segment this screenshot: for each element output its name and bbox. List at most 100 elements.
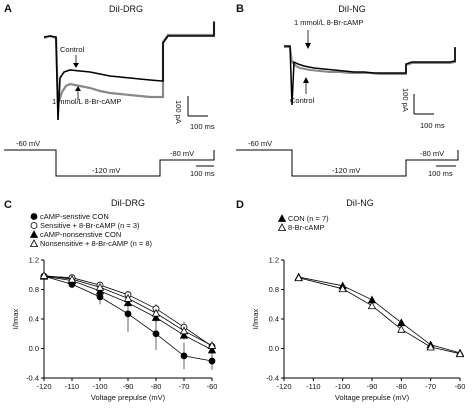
- legend-label: 8-Br-cAMP: [288, 223, 325, 232]
- legend-marker: [29, 239, 39, 247]
- panel-c-letter: C: [4, 199, 12, 211]
- series-fit-line: [298, 277, 461, 355]
- panel-a-scalebar-y-label: 100 pA: [174, 100, 183, 124]
- panel-b-protocol-scalebar-label: 100 ms: [428, 169, 453, 178]
- panel-a-tail-label: -80 mV: [170, 149, 194, 158]
- legend-label: Nonsensitive + 8-Br-cAMP (n = 8): [40, 239, 152, 248]
- data-point: [123, 294, 133, 302]
- panel-b-traces: [284, 45, 456, 106]
- panel-d-letter: D: [236, 199, 244, 211]
- y-tick-label: 0.4: [269, 315, 279, 324]
- panel-a-drug-label: 1 mmol/L 8-Br-cAMP: [52, 97, 121, 106]
- trace-control: [284, 45, 456, 106]
- panel-b-control-label: Control: [290, 96, 315, 105]
- legend-marker: [277, 214, 287, 222]
- panel-d-title: DiI-NG: [346, 198, 374, 208]
- y-tick-label: 1.2: [29, 256, 39, 265]
- panel-b-scalebar-y-label: 100 pA: [401, 88, 410, 112]
- panel-b-letter: B: [236, 3, 244, 15]
- y-tick-label: -0.4: [26, 374, 39, 383]
- x-tick-label: -100: [92, 382, 107, 391]
- y-axis-label: I/Imax: [11, 309, 20, 330]
- data-point: [208, 357, 216, 365]
- panel-a-traces: [43, 21, 216, 121]
- y-tick-label: -0.4: [266, 374, 279, 383]
- panel-c-title: DiI-DRG: [111, 198, 145, 208]
- y-tick-label: 0.4: [29, 315, 39, 324]
- data-point: [123, 298, 133, 307]
- data-point: [294, 273, 303, 282]
- x-tick-label: -90: [367, 382, 378, 391]
- data-point: [96, 293, 104, 301]
- data-point: [397, 324, 406, 333]
- panel-b-control-arrowhead: [303, 77, 309, 83]
- x-tick-label: -60: [455, 382, 466, 391]
- legend-marker: [277, 223, 287, 231]
- panel-a-hold-label: -60 mV: [16, 139, 40, 148]
- data-point: [397, 318, 406, 327]
- y-axis-label: I/Imax: [251, 309, 260, 330]
- x-tick-label: -110: [306, 382, 320, 391]
- panel-a-voltage-protocol: [4, 149, 215, 177]
- panel-a-scalebar-x-label: 100 ms: [190, 122, 215, 131]
- series-3: [39, 271, 217, 350]
- legend-label: cAMP-nonsenstive CON: [40, 230, 121, 239]
- x-tick-label: -70: [179, 382, 190, 391]
- panel-b-hold-label: -60 mV: [248, 139, 272, 148]
- panel-a-step-label: -120 mV: [92, 166, 120, 175]
- panel-b-drug-arrowhead: [305, 43, 311, 49]
- x-tick-label: -100: [335, 382, 350, 391]
- legend-label: Sensitive + 8-Br-cAMP (n = 3): [40, 221, 140, 230]
- legend: CON (n = 7)8-Br-cAMP: [277, 214, 329, 232]
- x-tick-label: -120: [276, 382, 291, 391]
- panel-b-voltage-protocol: [236, 149, 459, 177]
- panel-b-drug-label: 1 mmol/L 8-Br-cAMP: [294, 18, 363, 27]
- panel-a-protocol-scalebar-label: 100 ms: [190, 169, 215, 178]
- trace-8br-camp: [43, 21, 216, 105]
- chart-c: -0.4 0.0 0.4 0.8 1.2 -120 -110 -100 -90 -80 -70 -60…: [11, 212, 217, 402]
- y-tick-label: 1.2: [269, 256, 279, 265]
- trace-control: [43, 22, 215, 121]
- panel-a-drug-arrowhead: [75, 86, 81, 91]
- panel-a-letter: A: [4, 3, 12, 15]
- x-tick-label: -90: [123, 382, 134, 391]
- panel-b-scalebar-x-label: 100 ms: [420, 121, 445, 130]
- data-point: [67, 274, 77, 283]
- data-point: [39, 271, 49, 279]
- x-tick-label: -80: [396, 382, 407, 391]
- y-tick-label: 0.8: [269, 285, 279, 294]
- data-point: [367, 301, 377, 310]
- panel-a: A DiI-DRG Control 1 mmol/L 8-Br-cAMP 100…: [4, 3, 216, 178]
- series-1: [294, 273, 465, 358]
- panel-a-title: DiI-DRG: [109, 4, 143, 14]
- series-0: [294, 272, 465, 357]
- panel-a-control-arrowhead: [73, 63, 79, 68]
- legend-marker: [29, 230, 39, 238]
- data-point: [95, 282, 105, 291]
- legend-marker: [30, 213, 38, 220]
- data-point: [180, 352, 188, 360]
- x-tick-label: -60: [207, 382, 218, 391]
- data-point: [124, 310, 132, 318]
- y-tick-label: 0.0: [269, 344, 279, 353]
- data-point: [455, 349, 465, 358]
- data-point: [151, 313, 161, 321]
- data-point: [207, 341, 217, 349]
- x-tick-label: -80: [151, 382, 162, 391]
- data-point: [152, 330, 160, 338]
- data-point: [338, 284, 347, 293]
- legend-label: CON (n = 7): [288, 214, 329, 223]
- data-point: [426, 342, 435, 351]
- panel-a-control-label: Control: [60, 45, 85, 54]
- panel-b-tail-label: -80 mV: [420, 149, 444, 158]
- panel-b: B DiI-NG 1 mmol/L 8-Br-cAMP Control 100 …: [236, 3, 459, 178]
- y-tick-label: 0.0: [29, 344, 39, 353]
- x-tick-label: -120: [36, 382, 51, 391]
- panel-b-step-label: -120 mV: [332, 166, 360, 175]
- x-tick-label: -70: [425, 382, 436, 391]
- data-point: [151, 308, 161, 317]
- legend-marker: [30, 222, 38, 229]
- data-point: [207, 345, 217, 354]
